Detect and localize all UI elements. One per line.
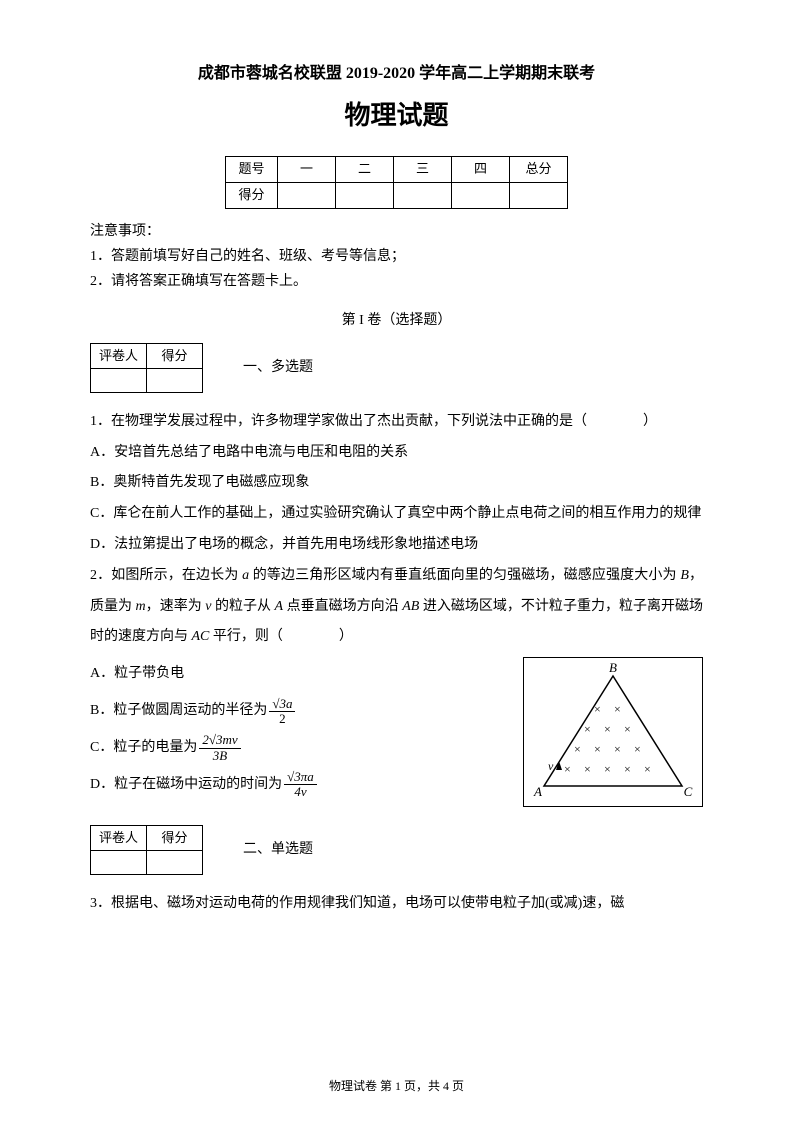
exam-title: 物理试题 <box>90 93 703 140</box>
svg-text:×: × <box>604 762 611 776</box>
svg-text:×: × <box>624 762 631 776</box>
col-header: 一 <box>278 156 336 182</box>
svg-text:×: × <box>584 762 591 776</box>
grader-empty-cell <box>91 368 147 392</box>
col-header: 四 <box>452 156 510 182</box>
svg-text:×: × <box>644 762 651 776</box>
text: B．粒子做圆周运动的半径为 <box>90 696 267 727</box>
text: 的粒子从 <box>211 599 274 614</box>
row-label: 得分 <box>226 182 278 208</box>
grader-table: 评卷人 得分 <box>90 343 203 392</box>
grader-empty-cell <box>147 368 203 392</box>
col-header: 三 <box>394 156 452 182</box>
table-row: 题号 一 二 三 四 总分 <box>226 156 568 182</box>
svg-text:×: × <box>594 742 601 756</box>
option-b: B．粒子做圆周运动的半径为 √3a 2 <box>90 696 513 727</box>
text: C．粒子的电量为 <box>90 733 197 764</box>
note-item: 1．答题前填写好自己的姓名、班级、考号等信息； <box>90 244 703 269</box>
exam-header-line1: 成都市蓉城名校联盟 2019-2020 学年高二上学期期末联考 <box>90 60 703 89</box>
notes-block: 注意事项： 1．答题前填写好自己的姓名、班级、考号等信息； 2．请将答案正确填写… <box>90 219 703 295</box>
grader-table: 评卷人 得分 <box>90 825 203 874</box>
svg-text:×: × <box>614 742 621 756</box>
part-1-label: 一、多选题 <box>243 355 313 380</box>
svg-text:×: × <box>624 722 631 736</box>
svg-text:×: × <box>584 722 591 736</box>
note-item: 2．请将答案正确填写在答题卡上。 <box>90 269 703 294</box>
option-d: D．法拉第提出了电场的概念，并首先用电场线形象地描述电场 <box>90 530 703 561</box>
question-2-figure: B A C × × × × × × × × × × × × × × v <box>523 657 703 807</box>
option-d: D．粒子在磁场中运动的时间为 √3πa 4v <box>90 770 513 801</box>
text: 点垂直磁场方向沿 <box>283 599 402 614</box>
score-cell <box>394 182 452 208</box>
var: AC <box>192 629 210 644</box>
vertex-a-label: A <box>533 784 542 799</box>
svg-text:×: × <box>564 762 571 776</box>
grader-block-2: 评卷人 得分 二、单选题 <box>90 825 703 874</box>
grader-label-cell: 得分 <box>147 826 203 850</box>
question-2-body: A．粒子带负电 B．粒子做圆周运动的半径为 √3a 2 C．粒子的电量为 2√3… <box>90 653 703 807</box>
grader-empty-cell <box>91 850 147 874</box>
notes-heading: 注意事项： <box>90 219 703 244</box>
option-a: A．安培首先总结了电路中电流与电压和电阻的关系 <box>90 438 703 469</box>
section-1-header: 第 I 卷（选择题） <box>90 308 703 333</box>
velocity-label: v <box>548 759 554 773</box>
var: AB <box>402 599 419 614</box>
grader-label-cell: 得分 <box>147 344 203 368</box>
text: 2．如图所示，在边长为 <box>90 568 242 583</box>
text: 的等边三角形区域内有垂直纸面向里的匀强磁场，磁感应强度大小为 <box>249 568 680 583</box>
text: ，速率为 <box>146 599 206 614</box>
text: D．粒子在磁场中运动的时间为 <box>90 770 282 801</box>
option-c: C．库仑在前人工作的基础上，通过实验研究确认了真空中两个静止点电荷之间的相互作用… <box>90 499 703 530</box>
text: 平行，则（ ） <box>209 629 353 644</box>
grader-label-cell: 评卷人 <box>91 826 147 850</box>
numerator: √3πa <box>284 770 317 785</box>
grader-label-cell: 评卷人 <box>91 344 147 368</box>
vertex-c-label: C <box>684 784 693 799</box>
svg-text:×: × <box>604 722 611 736</box>
score-cell <box>336 182 394 208</box>
denominator: 2 <box>269 712 295 726</box>
col-header: 二 <box>336 156 394 182</box>
vertex-b-label: B <box>609 660 617 675</box>
svg-text:×: × <box>634 742 641 756</box>
numerator: √3a <box>269 697 295 712</box>
page-footer: 物理试卷 第 1 页，共 4 页 <box>0 1076 793 1098</box>
fraction: 2√3mv 3B <box>199 733 240 763</box>
fraction: √3a 2 <box>269 697 295 727</box>
option-a: A．粒子带负电 <box>90 659 513 690</box>
svg-text:×: × <box>614 702 621 716</box>
score-cell <box>278 182 336 208</box>
var: m <box>136 599 146 614</box>
denominator: 3B <box>199 749 240 763</box>
triangle-diagram: B A C × × × × × × × × × × × × × × v <box>524 658 702 806</box>
part-2-label: 二、单选题 <box>243 837 313 862</box>
table-row: 得分 <box>226 182 568 208</box>
row-label: 题号 <box>226 156 278 182</box>
grader-empty-cell <box>147 850 203 874</box>
option-c: C．粒子的电量为 2√3mv 3B <box>90 733 513 764</box>
option-b: B．奥斯特首先发现了电磁感应现象 <box>90 468 703 499</box>
col-header: 总分 <box>510 156 568 182</box>
score-cell <box>452 182 510 208</box>
score-summary-table: 题号 一 二 三 四 总分 得分 <box>225 156 568 209</box>
denominator: 4v <box>284 785 317 799</box>
svg-text:×: × <box>574 742 581 756</box>
question-3-stem: 3．根据电、磁场对运动电荷的作用规律我们知道，电场可以使带电粒子加(或减)速，磁 <box>90 889 703 920</box>
score-cell <box>510 182 568 208</box>
grader-block: 评卷人 得分 一、多选题 <box>90 343 703 392</box>
var: A <box>275 599 284 614</box>
numerator: 2√3mv <box>199 733 240 748</box>
fraction: √3πa 4v <box>284 770 317 800</box>
svg-text:×: × <box>594 702 601 716</box>
var: B <box>680 568 689 583</box>
question-2-stem: 2．如图所示，在边长为 a 的等边三角形区域内有垂直纸面向里的匀强磁场，磁感应强… <box>90 561 703 653</box>
question-1-stem: 1．在物理学发展过程中，许多物理学家做出了杰出贡献，下列说法中正确的是（ ） <box>90 407 703 438</box>
